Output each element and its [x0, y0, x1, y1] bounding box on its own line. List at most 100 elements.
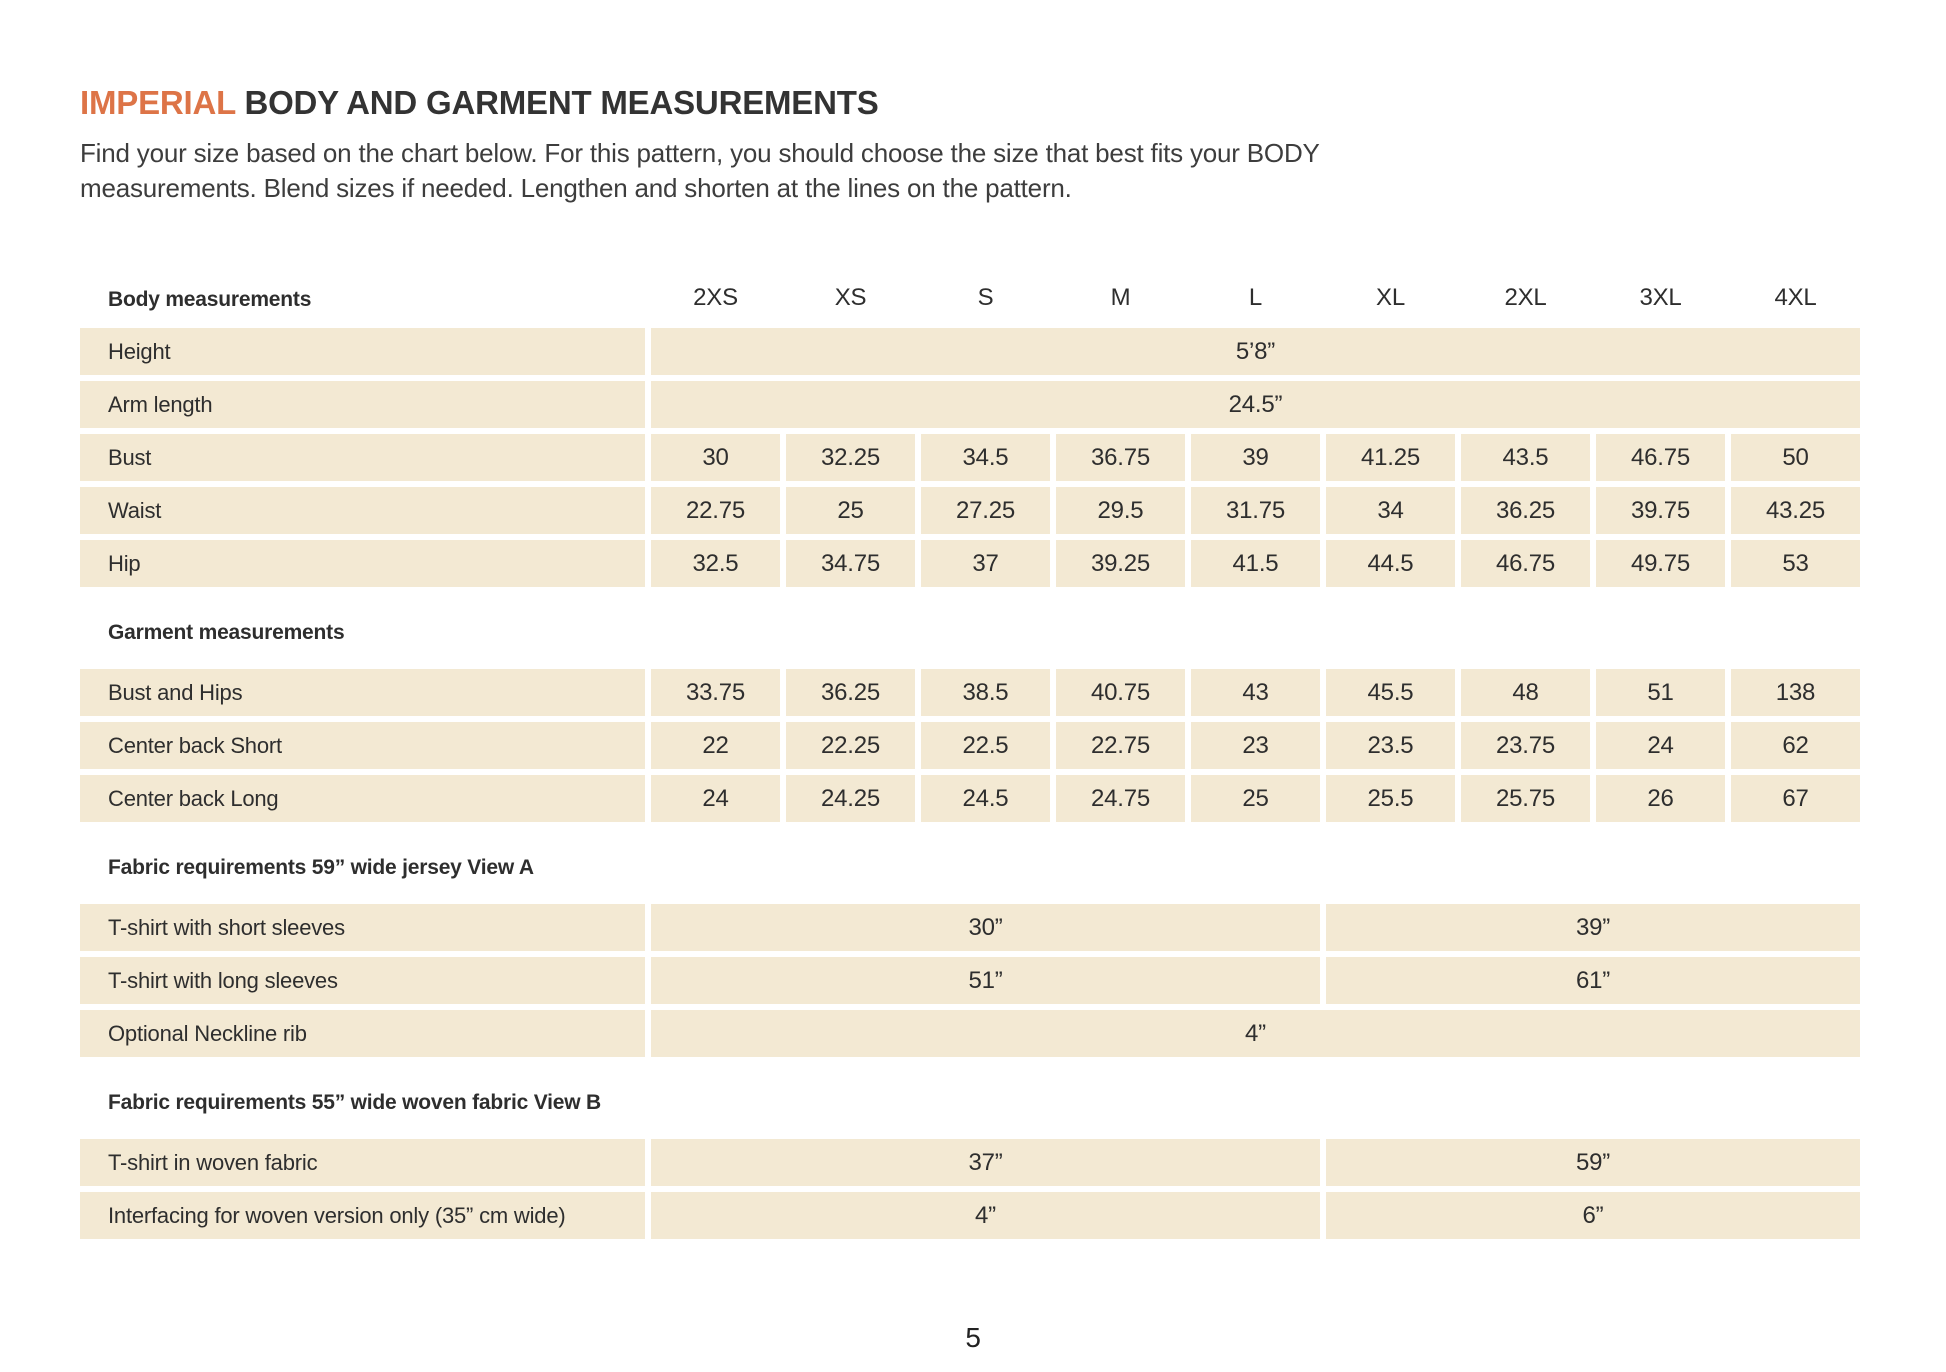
cell-value: 41.25 — [1326, 434, 1455, 482]
cell-value: 39 — [1191, 434, 1320, 482]
row-label: T-shirt with short sleeves — [80, 904, 645, 952]
table-row-height: Height 5’8” — [80, 328, 1860, 376]
table-row-interfacing-woven: Interfacing for woven version only (35” … — [80, 1192, 1860, 1240]
cell-value: 24 — [651, 775, 780, 823]
row-span-value-left: 4” — [651, 1192, 1320, 1240]
row-span-value-left: 51” — [651, 957, 1320, 1005]
size-column-header-2xl: 2XL — [1504, 284, 1547, 312]
cell-value: 25 — [1191, 775, 1320, 823]
cell-value: 37 — [921, 540, 1050, 588]
row-label: Arm length — [80, 381, 645, 429]
cell-value: 45.5 — [1326, 669, 1455, 717]
row-label: Bust and Hips — [80, 669, 645, 717]
cell-value: 25 — [786, 487, 915, 535]
row-span-value-right: 39” — [1326, 904, 1860, 952]
table-row-bust-and-hips: Bust and Hips 33.75 36.25 38.5 40.75 43 … — [80, 669, 1860, 717]
cell-value: 22.75 — [1056, 722, 1185, 770]
table-row-hip: Hip 32.5 34.75 37 39.25 41.5 44.5 46.75 … — [80, 540, 1860, 588]
size-column-header-m: M — [1110, 284, 1131, 312]
section-header-fabric-view-a: Fabric requirements 59” wide jersey View… — [108, 856, 534, 880]
cell-value: 25.5 — [1326, 775, 1455, 823]
cell-value: 36.25 — [1461, 487, 1590, 535]
size-column-header-3xl: 3XL — [1639, 284, 1682, 312]
cell-value: 53 — [1731, 540, 1860, 588]
cell-value: 31.75 — [1191, 487, 1320, 535]
cell-value: 34.5 — [921, 434, 1050, 482]
cell-value: 62 — [1731, 722, 1860, 770]
cell-value: 40.75 — [1056, 669, 1185, 717]
cell-value: 29.5 — [1056, 487, 1185, 535]
page-title: IMPERIAL BODY AND GARMENT MEASUREMENTS — [80, 84, 1860, 122]
size-column-header-xl: XL — [1376, 284, 1405, 312]
cell-value: 22.75 — [651, 487, 780, 535]
cell-value: 46.75 — [1596, 434, 1725, 482]
row-span-value-right: 61” — [1326, 957, 1860, 1005]
table-row-tshirt-short-sleeves: T-shirt with short sleeves 30” 39” — [80, 904, 1860, 952]
cell-value: 27.25 — [921, 487, 1050, 535]
row-span-value-left: 30” — [651, 904, 1320, 952]
cell-value: 67 — [1731, 775, 1860, 823]
cell-value: 39.25 — [1056, 540, 1185, 588]
row-span-value: 24.5” — [651, 381, 1860, 429]
cell-value: 33.75 — [651, 669, 780, 717]
table-row-tshirt-woven-fabric: T-shirt in woven fabric 37” 59” — [80, 1139, 1860, 1187]
cell-value: 23.5 — [1326, 722, 1455, 770]
row-label: Bust — [80, 434, 645, 482]
section-header-fabric-view-b: Fabric requirements 55” wide woven fabri… — [108, 1091, 602, 1115]
cell-value: 24.25 — [786, 775, 915, 823]
row-label: Center back Long — [80, 775, 645, 823]
cell-value: 25.75 — [1461, 775, 1590, 823]
cell-value: 36.75 — [1056, 434, 1185, 482]
table-row-arm-length: Arm length 24.5” — [80, 381, 1860, 429]
cell-value: 36.25 — [786, 669, 915, 717]
cell-value: 39.75 — [1596, 487, 1725, 535]
row-label: Interfacing for woven version only (35” … — [80, 1192, 645, 1240]
row-span-value: 5’8” — [651, 328, 1860, 376]
table-row-tshirt-long-sleeves: T-shirt with long sleeves 51” 61” — [80, 957, 1860, 1005]
cell-value: 32.5 — [651, 540, 780, 588]
cell-value: 50 — [1731, 434, 1860, 482]
row-label: Waist — [80, 487, 645, 535]
table-row-center-back-short: Center back Short 22 22.25 22.5 22.75 23… — [80, 722, 1860, 770]
cell-value: 24.75 — [1056, 775, 1185, 823]
row-span-value-left: 37” — [651, 1139, 1320, 1187]
row-label: Center back Short — [80, 722, 645, 770]
cell-value: 30 — [651, 434, 780, 482]
cell-value: 22.5 — [921, 722, 1050, 770]
cell-value: 22 — [651, 722, 780, 770]
section-header-garment-measurements: Garment measurements — [108, 621, 345, 645]
page-number: 5 — [965, 1322, 981, 1353]
row-label: Height — [80, 328, 645, 376]
cell-value: 23.75 — [1461, 722, 1590, 770]
cell-value: 24.5 — [921, 775, 1050, 823]
size-column-header-2xs: 2XS — [693, 284, 738, 312]
row-label: Optional Neckline rib — [80, 1010, 645, 1058]
page-title-rest: BODY AND GARMENT MEASUREMENTS — [235, 84, 879, 121]
cell-value: 32.25 — [786, 434, 915, 482]
document-page: IMPERIAL BODY AND GARMENT MEASUREMENTS F… — [80, 84, 1860, 1353]
row-span-value: 4” — [651, 1010, 1860, 1058]
size-chart-table: Body measurements 2XS XS S M L XL 2XL 3X… — [80, 284, 1860, 1240]
cell-value: 49.75 — [1596, 540, 1725, 588]
size-column-header-l: L — [1248, 284, 1263, 312]
size-column-header-s: S — [977, 284, 994, 312]
cell-value: 41.5 — [1191, 540, 1320, 588]
table-row-bust: Bust 30 32.25 34.5 36.75 39 41.25 43.5 4… — [80, 434, 1860, 482]
cell-value: 26 — [1596, 775, 1725, 823]
cell-value: 138 — [1731, 669, 1860, 717]
cell-value: 51 — [1596, 669, 1725, 717]
column-header-body-measurements: Body measurements — [108, 288, 312, 312]
cell-value: 43 — [1191, 669, 1320, 717]
cell-value: 22.25 — [786, 722, 915, 770]
cell-value: 48 — [1461, 669, 1590, 717]
cell-value: 46.75 — [1461, 540, 1590, 588]
cell-value: 24 — [1596, 722, 1725, 770]
table-row-waist: Waist 22.75 25 27.25 29.5 31.75 34 36.25… — [80, 487, 1860, 535]
cell-value: 34 — [1326, 487, 1455, 535]
row-span-value-right: 59” — [1326, 1139, 1860, 1187]
intro-paragraph: Find your size based on the chart below.… — [80, 138, 1320, 204]
size-column-header-4xl: 4XL — [1774, 284, 1817, 312]
cell-value: 34.75 — [786, 540, 915, 588]
cell-value: 43.5 — [1461, 434, 1590, 482]
size-column-header-xs: XS — [834, 284, 867, 312]
